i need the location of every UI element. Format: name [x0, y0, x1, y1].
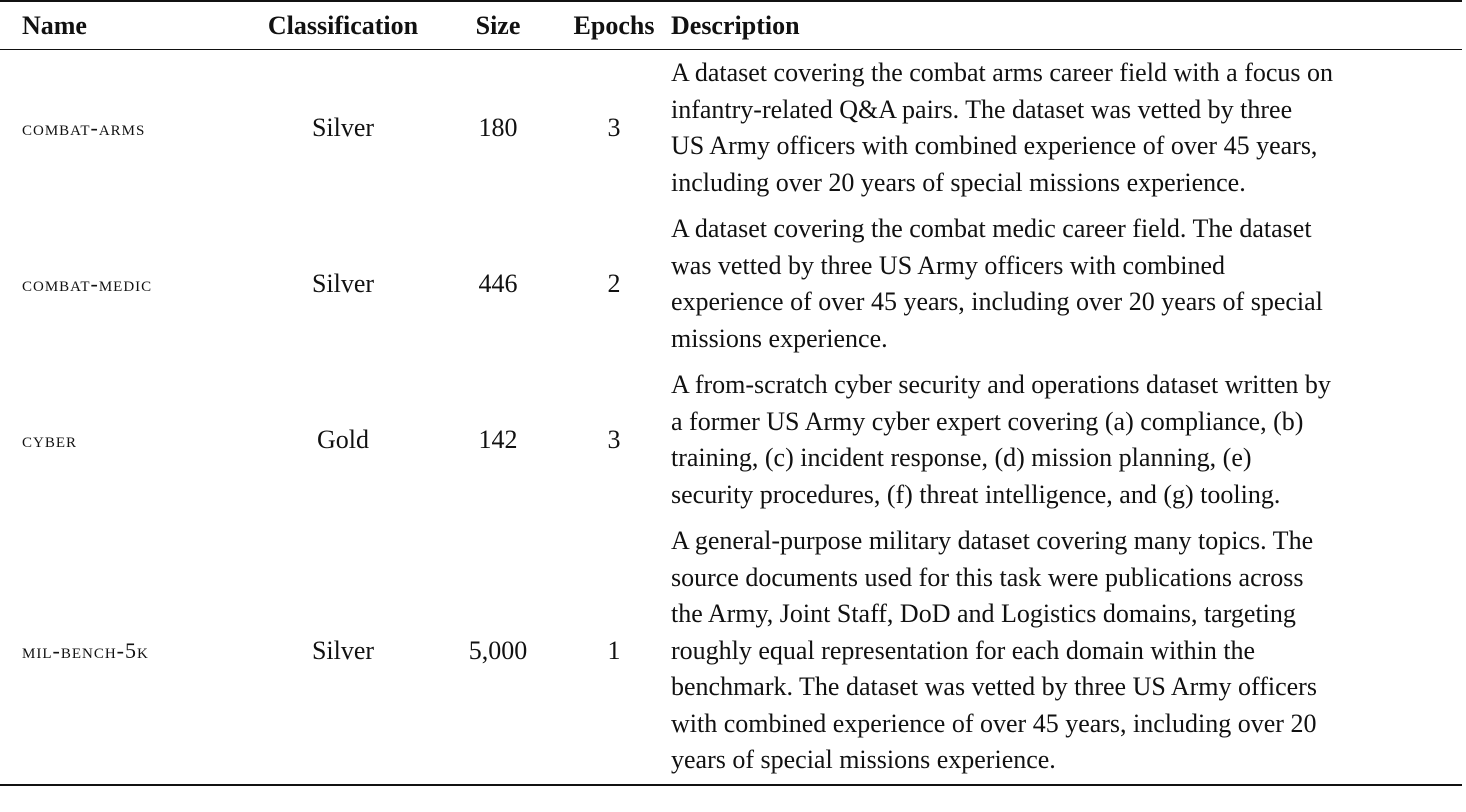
- epochs-cell: 3: [607, 424, 621, 454]
- name-cell: mil-bench-5k: [22, 637, 149, 663]
- description-line: with combined experience of over 45 year…: [671, 708, 1317, 738]
- description-line: training, (c) incident response, (d) mis…: [671, 443, 1252, 472]
- classification-cell: Silver: [311, 112, 375, 142]
- header-size: Size: [475, 10, 521, 40]
- description-line: A general-purpose military dataset cover…: [671, 526, 1314, 555]
- description-line: roughly equal representation for each do…: [671, 635, 1256, 665]
- description-cell: A from-scratch cyber security and operat…: [660, 362, 1462, 518]
- header-name: Name: [22, 10, 87, 40]
- description-line: a former US Army cyber expert covering (…: [671, 406, 1304, 436]
- header-epochs: Epochs: [573, 10, 655, 40]
- description-line: missions experience.: [671, 323, 888, 353]
- header-row: Name Classification Size Epochs Descript…: [0, 1, 1462, 50]
- epochs-cell: 2: [607, 268, 621, 298]
- classification-cell: Silver: [311, 635, 375, 665]
- description-line: US Army officers with combined experienc…: [671, 131, 1318, 160]
- name-cell: combat-arms: [22, 114, 146, 140]
- description-line: the Army, Joint Staff, DoD and Logistics…: [671, 599, 1296, 628]
- name-cell: combat-medic: [22, 270, 153, 296]
- description-line: A dataset covering the combat arms caree…: [671, 58, 1334, 87]
- epochs-cell: 3: [607, 112, 621, 142]
- description-line: including over 20 years of special missi…: [671, 167, 1246, 197]
- name-cell: cyber: [22, 426, 78, 452]
- table-row: combat-arms Silver 180 3 A dataset covering …: [0, 50, 1462, 207]
- size-cell: 180: [478, 112, 518, 142]
- table-row: combat-medic Silver 446 2 A dataset covering…: [0, 206, 1462, 362]
- description-line: experience of over 45 years, including o…: [671, 287, 1323, 316]
- description-cell: A general-purpose military dataset cover…: [660, 518, 1462, 785]
- table-row: mil-bench-5k Silver 5,000 1 A general-purpos…: [0, 518, 1462, 785]
- description-line: A from-scratch cyber security and operat…: [671, 370, 1331, 399]
- size-cell: 5,000: [468, 635, 528, 665]
- description-line: benchmark. The dataset was vetted by thr…: [671, 672, 1317, 701]
- description-line: infantry-related Q&A pairs. The dataset …: [671, 94, 1293, 124]
- description-line: security procedures, (f) threat intellig…: [671, 479, 1281, 509]
- datasets-table: Name Classification Size Epochs Descript…: [0, 1, 1462, 785]
- table-row: cyber Gold 142 3 A from-scratch cyber securi…: [0, 362, 1462, 518]
- description-line: source documents used for this task were…: [671, 562, 1304, 592]
- header-classification: Classification: [267, 10, 419, 40]
- header-description: Description: [671, 10, 800, 40]
- description-cell: A dataset covering the combat arms caree…: [660, 50, 1462, 207]
- size-cell: 446: [478, 268, 518, 298]
- description-line: was vetted by three US Army officers wit…: [671, 250, 1226, 280]
- classification-cell: Gold: [317, 424, 369, 454]
- size-cell: 142: [478, 424, 518, 454]
- description-line: A dataset covering the combat medic care…: [671, 214, 1312, 243]
- classification-cell: Silver: [311, 268, 375, 298]
- epochs-cell: 1: [607, 635, 621, 665]
- description-line: years of special missions experience.: [671, 745, 1056, 774]
- description-cell: A dataset covering the combat medic care…: [660, 206, 1462, 362]
